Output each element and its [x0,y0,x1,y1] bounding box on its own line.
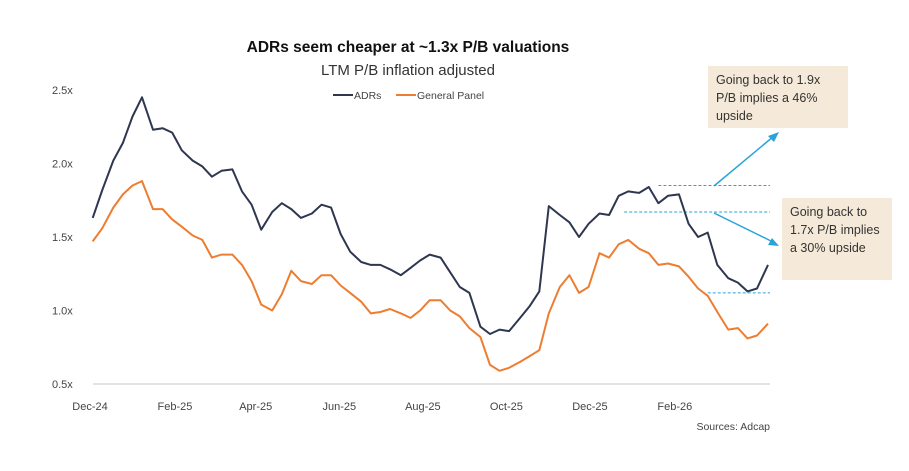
annotation-arrows [713,132,779,246]
annotation-upside-30: Going back to 1.7x P/B implies a 30% ups… [782,198,892,280]
x-tick-label: Apr-25 [239,401,272,413]
source-note: Sources: Adcap [696,421,770,433]
x-tick-label: Dec-24 [72,401,107,413]
arrow-to-upside-30 [713,212,774,243]
x-axis: Dec-24 Feb-25 Apr-25 Jun-25 Aug-25 Oct-25 Dec-… [72,401,692,413]
y-axis: 0.5x 1.0x 1.5x 2.0x 2.5x [52,85,73,391]
x-tick-label: Dec-25 [572,401,607,413]
series-line-adrs [91,96,769,335]
x-tick-label: Oct-25 [490,401,523,413]
chart-subtitle: LTM P/B inflation adjusted [321,62,495,79]
annotation-upside-46: Going back to 1.9x P/B implies a 46% ups… [708,66,848,128]
series-line-general-panel [91,180,769,372]
x-tick-label: Jun-25 [322,401,356,413]
arrowhead-icon [768,238,779,246]
y-tick-label: 0.5x [52,379,73,391]
arrowhead-icon [768,132,779,142]
x-tick-label: Feb-26 [657,401,692,413]
series-lines [91,96,769,372]
legend-label-general-panel: General Panel [417,90,484,102]
arrow-to-upside-46 [713,135,775,187]
chart-title: ADRs seem cheaper at ~1.3x P/B valuation… [247,39,570,56]
y-tick-label: 1.5x [52,232,73,244]
y-tick-label: 2.5x [52,85,73,97]
legend-label-adrs: ADRs [354,90,381,102]
reference-lines [624,185,770,294]
legend: ADRs General Panel [333,90,484,102]
x-tick-label: Aug-25 [405,401,440,413]
x-tick-label: Feb-25 [157,401,192,413]
y-tick-label: 1.0x [52,306,73,318]
y-tick-label: 2.0x [52,159,73,171]
